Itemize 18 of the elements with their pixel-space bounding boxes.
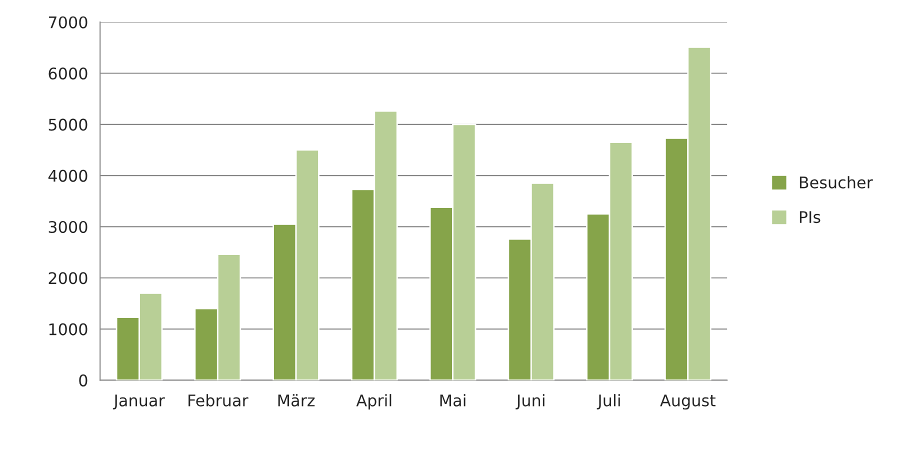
y-tick-label: 5000	[48, 118, 88, 131]
x-tick-label: März	[278, 394, 315, 406]
y-tick-label: 4000	[48, 170, 88, 182]
y-tick-label: 2000	[48, 272, 88, 284]
y-tick-label: 6000	[48, 67, 88, 80]
legend-label: Besucher	[800, 176, 873, 188]
legend-label: PIs	[800, 211, 820, 224]
x-tick-label: Mai	[440, 394, 466, 406]
y-tick-label: 7000	[48, 16, 88, 28]
x-tick-label: Juli	[596, 394, 620, 410]
y-tick-label: 0	[79, 374, 88, 386]
x-tick-label: April	[356, 394, 392, 410]
x-tick-label: Juni	[516, 394, 544, 410]
x-tick-label: Februar	[188, 394, 248, 406]
x-tick-label: Januar	[112, 394, 165, 410]
y-tick-label: 1000	[49, 323, 88, 336]
x-tick-label: August	[660, 394, 716, 410]
y-tick-label: 3000	[48, 220, 88, 234]
